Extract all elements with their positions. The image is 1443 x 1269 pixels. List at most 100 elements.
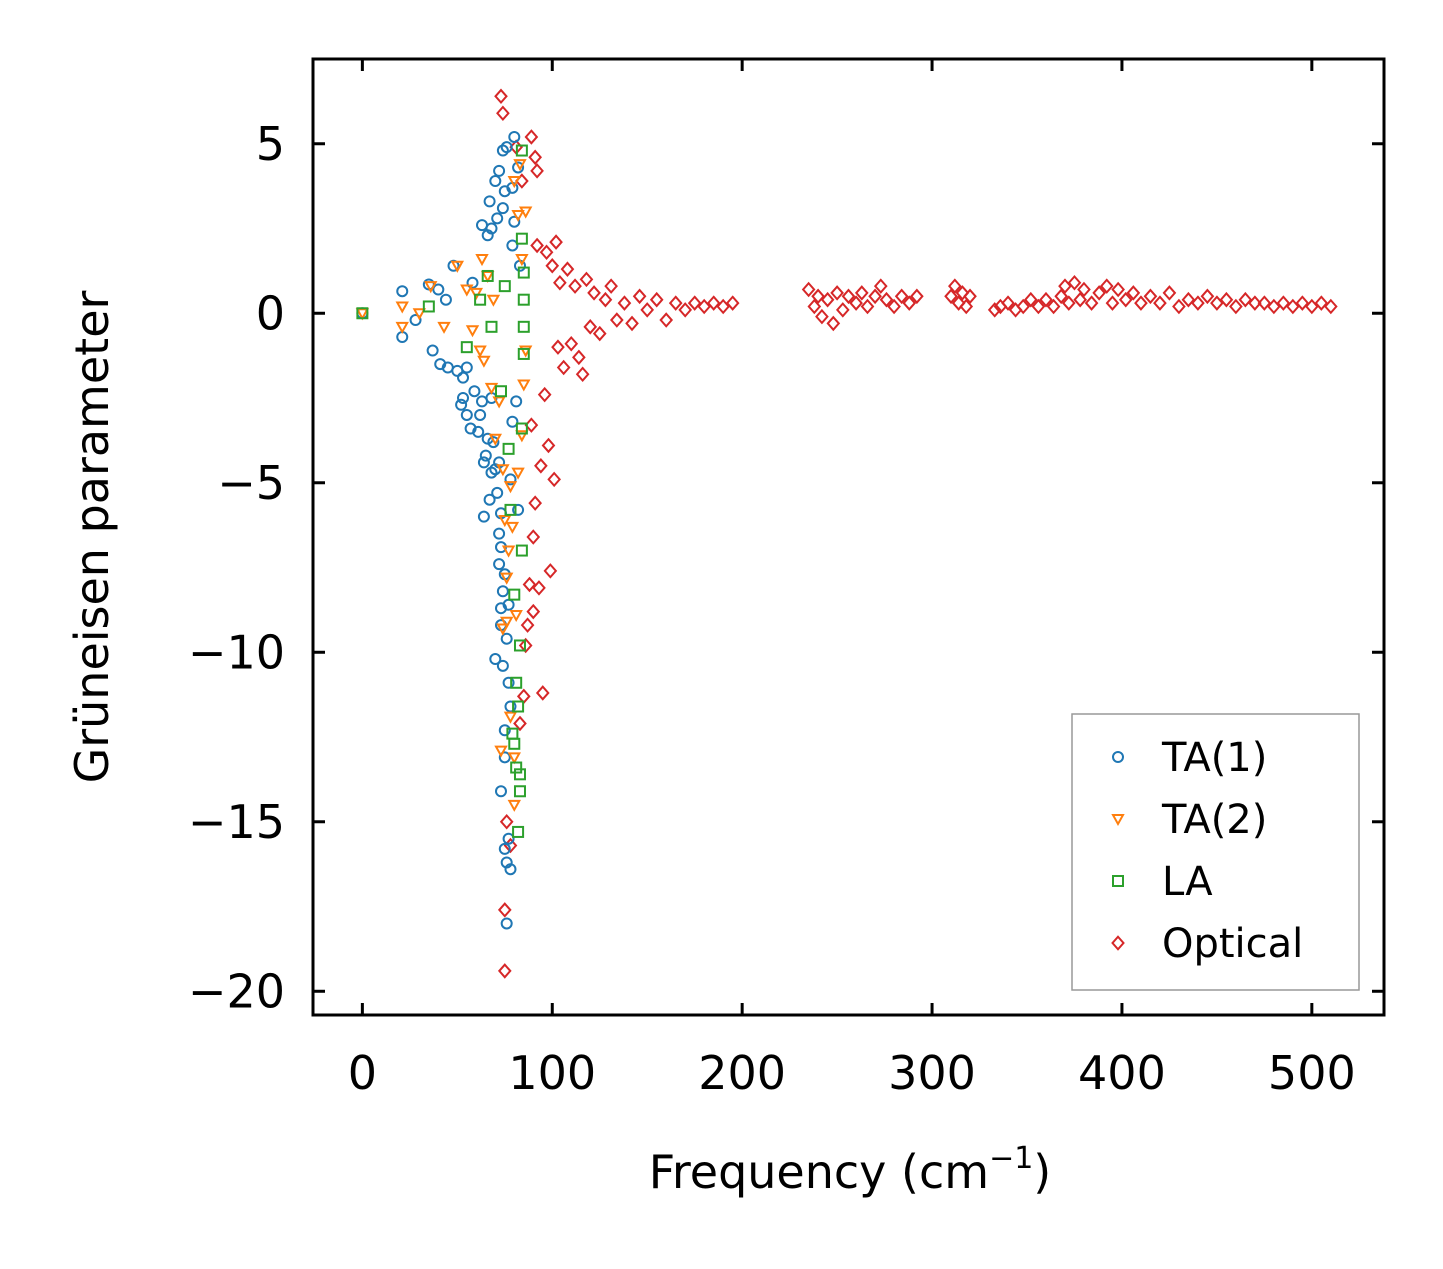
data-point [515,430,529,443]
data-point [1323,298,1338,315]
data-point [849,295,863,311]
data-point [460,284,474,297]
data-point [498,751,511,764]
data-point [534,458,548,474]
data-point [439,293,452,306]
data-point [811,288,825,305]
series-la [356,144,530,838]
data-point [502,442,515,455]
data-point [1126,285,1141,301]
data-point [944,288,958,305]
data-point [592,325,607,342]
data-point [617,295,632,311]
data-point [424,281,438,294]
y-tick-label: −5 [217,456,285,510]
data-point [498,515,512,528]
data-point [841,288,856,305]
data-point [499,616,514,629]
data-point [1286,298,1300,315]
data-point [457,371,470,384]
data-point [485,222,498,235]
data-point [873,278,888,294]
x-tick-label: 300 [888,1046,976,1100]
data-point [515,422,528,435]
data-point [894,288,909,305]
data-point [537,386,552,403]
legend-entry: Optical [1111,921,1303,967]
y-tick-label: −10 [188,625,285,679]
data-point [494,785,507,798]
data-point [483,195,496,208]
data-point [422,300,435,313]
data-point [484,382,499,395]
data-point [517,293,530,306]
data-point [508,588,521,601]
data-point [510,761,523,774]
x-axis-label-main: Frequency (cm [649,1145,989,1199]
data-point [1084,295,1099,311]
data-point [500,632,513,645]
data-point [455,398,468,411]
data-point [513,639,526,652]
data-point [1134,295,1148,311]
x-tick-label: 400 [1078,1046,1166,1100]
data-point [477,510,490,523]
data-point [515,254,529,267]
data-point [517,266,530,279]
legend-marker [1112,875,1124,887]
y-axis-label: Grüneisen parameter [65,290,119,783]
data-point [547,471,561,488]
data-point [497,902,512,918]
data-point [951,295,966,311]
data-point [473,345,487,358]
y-tick-label: 5 [256,117,285,171]
data-point [466,276,479,289]
data-point [1267,298,1281,315]
data-point [902,295,917,311]
data-point [706,295,721,311]
data-point [474,293,487,306]
data-point [479,449,492,462]
data-point [1061,295,1076,311]
data-point [987,302,1002,318]
data-point [494,88,508,105]
data-point [625,315,639,332]
data-point [959,298,974,315]
data-point [716,298,731,315]
data-point [460,341,473,354]
data-point [507,799,521,812]
x-tick-label: 500 [1268,1046,1356,1100]
data-point [489,653,502,666]
legend-entry: TA(1) [1112,735,1267,781]
data-point [1031,298,1046,315]
data-point [649,291,664,308]
data-point [528,149,543,166]
data-point [879,291,894,308]
data-point [512,825,525,838]
data-point [532,580,546,596]
data-points [355,88,1338,979]
data-point [1058,278,1072,294]
data-point [508,130,521,143]
data-point [1248,295,1262,311]
data-point [472,425,485,438]
data-point [512,161,525,174]
data-point [910,288,924,305]
data-point [498,842,511,855]
data-point [568,278,582,294]
data-point [526,529,541,545]
data-point [502,676,515,689]
data-point [1077,281,1091,298]
data-point [1181,291,1196,308]
data-point [477,456,490,469]
data-point [1054,288,1069,305]
data-point [820,291,835,308]
data-point [520,617,535,633]
data-point [530,237,544,254]
data-point [356,307,369,320]
y-tick-label: −20 [188,964,285,1018]
legend-label: TA(1) [1161,735,1267,781]
data-point [475,254,489,267]
data-point [499,572,514,585]
data-point [432,283,445,296]
